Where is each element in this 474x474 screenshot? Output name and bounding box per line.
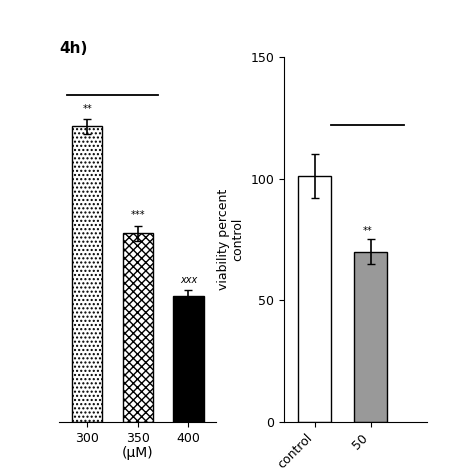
Text: xxx: xxx [180, 274, 197, 285]
Y-axis label: viability percent
control: viability percent control [217, 189, 245, 290]
Bar [298, 176, 331, 422]
Bar [72, 126, 102, 422]
Bar [354, 252, 387, 422]
Text: ***: *** [130, 210, 145, 220]
Bar [123, 233, 153, 422]
Text: **: ** [363, 226, 373, 236]
Bar [173, 296, 204, 422]
X-axis label: (μM): (μM) [122, 446, 154, 460]
Text: **: ** [82, 103, 92, 113]
Text: 4h): 4h) [59, 41, 88, 56]
